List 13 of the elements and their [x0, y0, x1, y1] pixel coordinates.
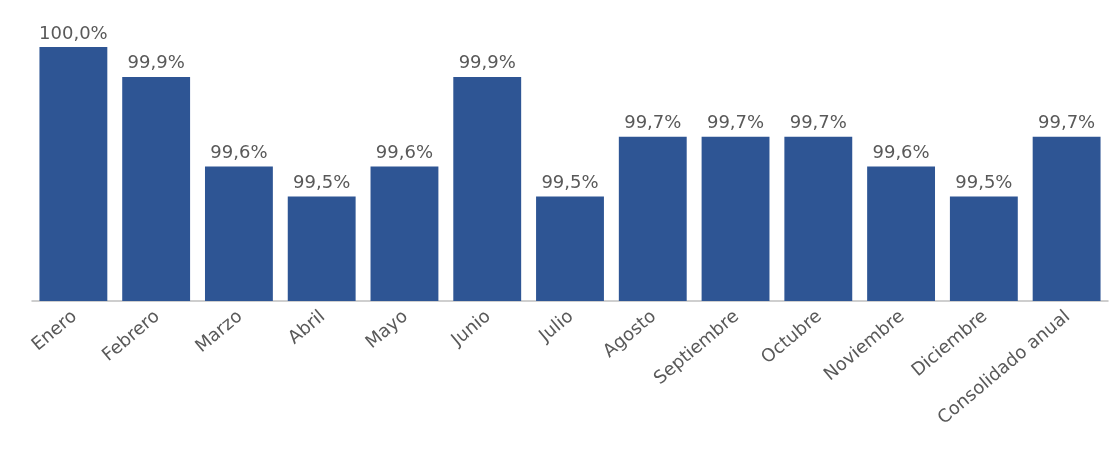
data-label: 99,5%: [541, 170, 599, 192]
data-label: 99,7%: [624, 111, 682, 133]
data-label: 100,0%: [39, 21, 108, 43]
data-label: 99,6%: [210, 141, 268, 163]
data-label: 99,7%: [789, 111, 847, 133]
data-label: 99,9%: [127, 51, 185, 73]
data-label: 99,5%: [955, 170, 1013, 192]
data-label: 99,7%: [706, 111, 765, 133]
data-label: 99,6%: [375, 141, 434, 163]
data-label: 99,7%: [1038, 111, 1096, 133]
data-label: 99,5%: [293, 170, 351, 192]
data-label: 99,9%: [458, 51, 516, 73]
data-label: 99,6%: [872, 141, 930, 163]
